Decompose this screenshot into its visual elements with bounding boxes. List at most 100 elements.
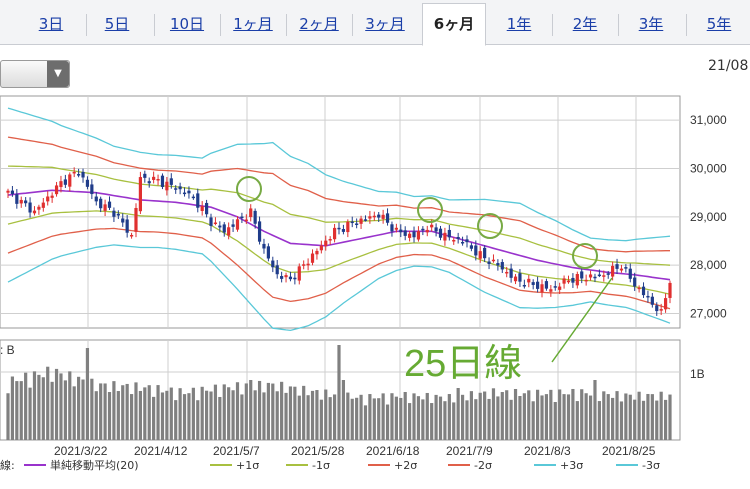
volume-bar [319,399,323,440]
tab-5[interactable]: 3ヶ月 [365,15,405,33]
tab-separator [86,14,87,36]
y-tick-label: 29,000 [690,210,727,224]
volume-bar [650,394,654,440]
volume-bar [275,391,279,440]
volume-bar [46,366,50,440]
chart-type-dropdown[interactable]: ▼ [0,60,70,88]
band-line [7,136,670,253]
candle-body [531,282,535,285]
band-line [7,227,671,310]
candle-body [59,181,63,188]
volume-bar [597,401,601,440]
volume-bar [324,389,328,440]
candle-body [355,223,359,225]
volume-bar [280,381,284,440]
candle-body [399,229,403,233]
volume-bar [465,400,469,440]
tab-7[interactable]: 1年 [506,15,532,33]
candle-body [160,175,165,187]
volume-bar [496,396,500,440]
tab-6[interactable]: 6ヶ月 [422,3,486,46]
candle-body [562,278,566,284]
volume-bar [536,389,540,440]
candle-body [663,298,668,310]
volume-bar [522,393,526,440]
volume-bar [527,390,531,440]
candle-body [244,219,248,222]
candle-body [99,198,103,209]
tab-9[interactable]: 3年 [638,15,664,33]
candle-body [522,284,526,287]
candle-body [116,213,120,216]
tab-0[interactable]: 3日 [38,15,64,33]
price-panel [0,95,681,329]
volume-bar [584,393,588,440]
tab-10[interactable]: 5年 [706,15,732,33]
volume-bar [81,379,85,440]
candle-body [288,276,293,280]
volume-bar [41,377,45,440]
highlight-circle [572,243,598,269]
tab-8[interactable]: 2年 [572,15,598,33]
volume-bar [143,387,147,440]
volume-bar [531,401,535,440]
volume-bar [271,383,275,440]
candle-body [377,214,381,218]
volume-bar [257,380,262,440]
volume-bar [549,389,553,440]
tab-3[interactable]: 1ヶ月 [233,15,273,33]
volume-bar [363,405,368,440]
ma25-annotation: 25日線 [404,277,613,385]
candle-body [425,229,429,233]
legend-label: +3σ [560,459,583,472]
candle-body [41,202,45,208]
candle-body [107,201,112,208]
volume-bar [59,373,63,440]
volume-bar [6,393,10,440]
volume-bar [178,388,182,440]
volume-bar [566,394,571,440]
volume-bar [200,386,204,440]
candle-body [549,289,553,292]
volume-bar [169,387,173,440]
volume-bar [125,383,129,440]
volume-bar [187,393,191,440]
candle-body [213,222,218,225]
period-tab-bar: 3日 5日 10日 1ヶ月 2ヶ月 3ヶ月 6ヶ月 1年 2年 3年 5年 [0,0,750,46]
volume-bar [641,400,646,440]
volume-bar [174,400,178,440]
volume-bar [469,391,473,440]
volume-bar [421,399,425,440]
candlesticks [6,167,672,316]
candle-body [235,219,240,230]
volume-bar [460,394,465,440]
volume-bar [509,399,513,440]
volume-bar [655,400,659,440]
chevron-down-icon[interactable]: ▼ [47,61,69,87]
x-tick-label: 2021/4/12 [134,444,188,458]
volume-bar [443,401,447,440]
x-tick-label: 2021/8/25 [602,444,656,458]
volume-bar [160,392,165,440]
tab-1[interactable]: 5日 [104,15,130,33]
candle-body [443,232,447,241]
volume-bar [416,396,421,440]
volume-bar [628,394,632,440]
candle-body [588,274,593,278]
candle-body [284,275,288,278]
tab-2[interactable]: 10日 [169,15,205,33]
candle-body [112,210,116,217]
candle-body [456,236,460,239]
volume-bar [10,376,15,440]
volume-bar [390,393,394,440]
candle-body [81,171,85,178]
band-line [7,244,671,332]
volume-bar [602,391,606,440]
x-tick-label: 2021/7/9 [446,444,493,458]
candle-body [143,173,147,178]
tab-separator [618,14,619,36]
x-tick-label: 2021/6/18 [366,444,420,458]
tab-4[interactable]: 2ヶ月 [299,15,339,33]
volume-bar [156,385,160,440]
volume-bar [72,386,76,440]
